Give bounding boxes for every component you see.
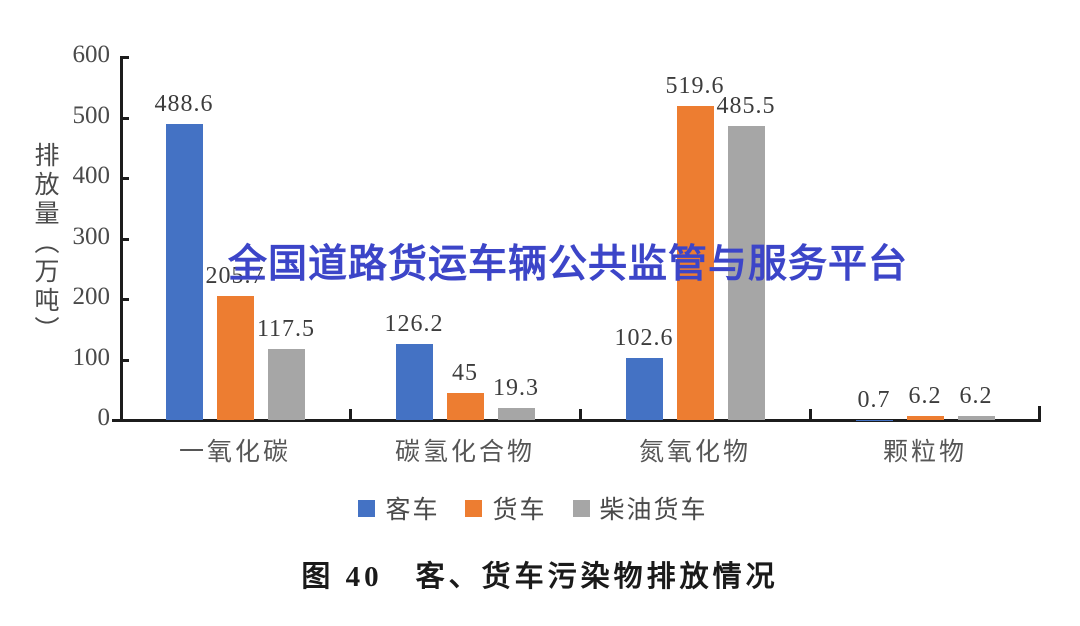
chart-legend: 客车 货车 柴油货车 bbox=[0, 490, 1066, 526]
y-tick-label: 500 bbox=[72, 101, 111, 129]
bar-value-label: 6.2 bbox=[908, 383, 942, 410]
legend-swatch bbox=[358, 499, 376, 517]
category-label: 颗粒物 bbox=[882, 439, 967, 466]
bar-value-label: 488.6 bbox=[154, 91, 214, 118]
bar-value-label: 45 bbox=[452, 359, 478, 386]
bar-value-label: 19.3 bbox=[493, 375, 539, 402]
x-boundary-tick bbox=[579, 409, 582, 420]
bar-value-label: 126.2 bbox=[384, 310, 444, 337]
watermark-text: 全国道路货运车辆公共监管与服务平台 bbox=[228, 243, 909, 286]
x-boundary-tick bbox=[809, 409, 812, 420]
bar-value-label: 205.7 bbox=[205, 262, 265, 289]
y-tick-label: 100 bbox=[72, 343, 111, 371]
y-axis-title: 排放量（万吨） bbox=[31, 142, 58, 345]
bar-货车-颗粒物 bbox=[906, 416, 944, 420]
y-tick bbox=[120, 116, 129, 120]
category-label: 一氧化碳 bbox=[178, 439, 291, 466]
legend-item-货车: 货车 bbox=[465, 490, 546, 526]
legend-item-客车: 客车 bbox=[358, 490, 439, 526]
y-tick bbox=[120, 298, 129, 301]
legend-label: 货车 bbox=[492, 497, 547, 524]
bar-货车-一氧化碳 bbox=[216, 295, 254, 420]
legend-swatch bbox=[572, 499, 590, 517]
legend-label: 柴油货车 bbox=[599, 497, 708, 524]
bar-柴油货车-一氧化碳 bbox=[267, 348, 305, 420]
bar-value-label: 519.6 bbox=[665, 72, 725, 99]
bar-客车-一氧化碳 bbox=[165, 124, 203, 420]
bar-客车-碳氢化合物 bbox=[395, 343, 433, 420]
bar-value-label: 6.2 bbox=[959, 383, 993, 410]
y-tick bbox=[120, 56, 129, 59]
legend-label: 客车 bbox=[385, 497, 440, 524]
legend-swatch bbox=[465, 499, 483, 517]
y-tick-label: 300 bbox=[72, 222, 111, 250]
category-label: 氮氧化物 bbox=[638, 439, 751, 466]
bar-value-label: 485.5 bbox=[716, 93, 776, 120]
bar-value-label: 117.5 bbox=[256, 315, 316, 342]
category-label: 碳氢化合物 bbox=[394, 439, 535, 466]
y-tick-label: 400 bbox=[72, 162, 111, 189]
y-tick bbox=[120, 237, 129, 241]
figure-caption: 图 40 客、货车污染物排放情况 bbox=[301, 561, 779, 593]
bar-货车-碳氢化合物 bbox=[446, 392, 484, 420]
bar-柴油货车-氮氧化物 bbox=[727, 126, 765, 420]
bar-value-label: 102.6 bbox=[614, 324, 674, 351]
bar-value-label: 0.7 bbox=[857, 386, 891, 413]
bar-货车-氮氧化物 bbox=[676, 105, 714, 420]
y-tick-label: 200 bbox=[72, 283, 111, 310]
x-axis-end-tick bbox=[1038, 406, 1041, 420]
bar-柴油货车-颗粒物 bbox=[957, 416, 995, 420]
y-tick-label: 600 bbox=[72, 41, 111, 68]
x-axis-line bbox=[112, 419, 1041, 422]
y-tick-label: 0 bbox=[97, 404, 111, 431]
x-boundary-tick bbox=[349, 409, 352, 420]
y-tick bbox=[120, 177, 129, 180]
y-tick bbox=[120, 358, 129, 362]
legend-item-柴油货车: 柴油货车 bbox=[572, 490, 708, 526]
bar-柴油货车-碳氢化合物 bbox=[497, 408, 535, 420]
bar-客车-氮氧化物 bbox=[625, 357, 663, 420]
